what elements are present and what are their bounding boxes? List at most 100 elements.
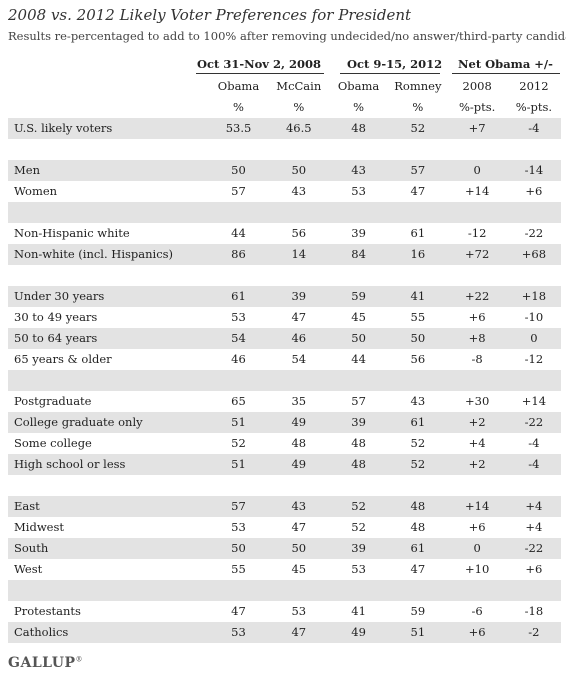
table-row: 65 years & older 46 54 44 56 -8 -12 [8, 349, 561, 370]
logo-mark: ® [75, 655, 83, 664]
table-cell: 43 [291, 184, 307, 198]
table-cell [388, 139, 447, 160]
table-cell: +2 [447, 454, 507, 475]
row-label: College graduate only [8, 412, 209, 433]
column-header: 2012 [519, 79, 549, 93]
table-cell: 14 [268, 244, 329, 265]
table-cell: 0 [506, 328, 561, 349]
row-label: Men [8, 160, 209, 181]
table-cell: +68 [506, 244, 561, 265]
table-cell: -22 [524, 226, 544, 240]
column-header: McCain [276, 79, 322, 93]
group-header-net: Net Obama +/- [458, 57, 553, 71]
spacer-row [8, 475, 561, 496]
table-cell: +22 [447, 286, 507, 307]
table-cell [208, 265, 268, 286]
table-cell [328, 580, 389, 601]
row-label: Postgraduate [14, 394, 92, 408]
column-header: Obama [217, 79, 260, 93]
table-row: 30 to 49 years 53 47 45 55 +6 -10 [8, 307, 561, 328]
row-label: Catholics [8, 622, 209, 643]
table-cell: 51 [208, 412, 269, 433]
table-cell: -18 [524, 604, 544, 618]
row-label: High school or less [8, 454, 209, 475]
table-cell: +8 [447, 328, 507, 349]
table-cell [506, 202, 561, 223]
table-row: Catholics 53 47 49 51 +6 -2 [8, 622, 561, 643]
table-row: West 55 45 53 47 +10 +6 [8, 559, 561, 580]
table-cell [388, 370, 448, 391]
table-cell [269, 475, 329, 496]
table-cell [268, 580, 329, 601]
table-cell: +7 [447, 118, 507, 139]
unit-label: % [412, 100, 424, 114]
table-cell: 61 [208, 286, 269, 307]
group-rule-2008 [196, 73, 324, 74]
spacer-row [8, 370, 561, 391]
table-row: Non-white (incl. Hispanics) 86 14 84 16 +72 +6… [8, 244, 561, 265]
table-cell [268, 370, 329, 391]
table-cell: 52 [388, 118, 448, 139]
table-cell: +6 [468, 310, 486, 324]
table-row: High school or less 51 49 48 52 +2 -4 [8, 454, 561, 475]
table-cell: +2 [447, 412, 507, 433]
table-cell: 43 [268, 496, 329, 517]
table-cell: 56 [291, 226, 307, 240]
table-cell: -4 [506, 118, 561, 139]
row-label: Non-white (incl. Hispanics) [8, 244, 209, 265]
table-cell: 55 [231, 562, 246, 576]
table-cell: 45 [351, 310, 366, 324]
spacer-row [8, 139, 561, 160]
table-row: Men 50 50 43 57 0 -14 [8, 160, 561, 181]
table-cell: 49 [268, 412, 329, 433]
table-cell: 39 [268, 286, 329, 307]
row-label: Under 30 years [8, 286, 209, 307]
table-cell [388, 580, 448, 601]
table-cell: +6 [525, 562, 543, 576]
table-cell: 59 [410, 604, 426, 618]
table-cell: 0 [447, 160, 507, 181]
table-cell: +6 [525, 184, 543, 198]
row-label: 30 to 49 years [14, 310, 98, 324]
table-cell: 53 [208, 622, 269, 643]
table-row: Under 30 years 61 39 59 41 +22 +18 [8, 286, 561, 307]
row-label [8, 202, 209, 223]
unit-label: %-pts. [515, 100, 553, 114]
table-cell: 43 [410, 394, 426, 408]
unit-label: % [353, 100, 365, 114]
table-row: Postgraduate 65 35 57 43 +30 +14 [8, 391, 561, 412]
table-cell: 47 [291, 310, 307, 324]
row-label [8, 139, 208, 160]
table-row: U.S. likely voters 53.5 46.5 48 52 +7 -4 [8, 118, 561, 139]
table-cell: 48 [410, 520, 426, 534]
column-header-row: Obama McCain Obama Romney 2008 2012 [8, 76, 561, 97]
table-cell: -4 [528, 436, 540, 450]
table-cell: 0 [447, 538, 507, 559]
column-header: Obama [337, 79, 380, 93]
row-label: Midwest [14, 520, 64, 534]
gallup-logo: GALLUP® [8, 655, 83, 671]
table-cell: 50 [208, 538, 269, 559]
table-cell: +14 [521, 394, 547, 408]
table-cell [329, 265, 388, 286]
table-cell: -6 [471, 604, 483, 618]
table-cell: 53.5 [208, 118, 269, 139]
table-cell: 47 [231, 604, 246, 618]
table-cell: -8 [471, 352, 483, 366]
table-cell [448, 475, 507, 496]
table-cell [208, 580, 269, 601]
table-cell: 49 [268, 454, 329, 475]
chart-title: 2008 vs. 2012 Likely Voter Preferences f… [8, 6, 412, 24]
table-row: East 57 43 52 48 +14 +4 [8, 496, 561, 517]
table-cell: 47 [410, 184, 426, 198]
table-cell: +4 [506, 496, 561, 517]
table-cell: 53 [291, 604, 307, 618]
table-cell: 49 [328, 622, 389, 643]
table-cell: -14 [506, 160, 561, 181]
table-cell: 52 [328, 496, 389, 517]
table-cell [208, 475, 268, 496]
group-header-2012: Oct 9-15, 2012 [347, 57, 443, 71]
table-cell: 50 [328, 328, 389, 349]
table-cell: +6 [468, 520, 486, 534]
